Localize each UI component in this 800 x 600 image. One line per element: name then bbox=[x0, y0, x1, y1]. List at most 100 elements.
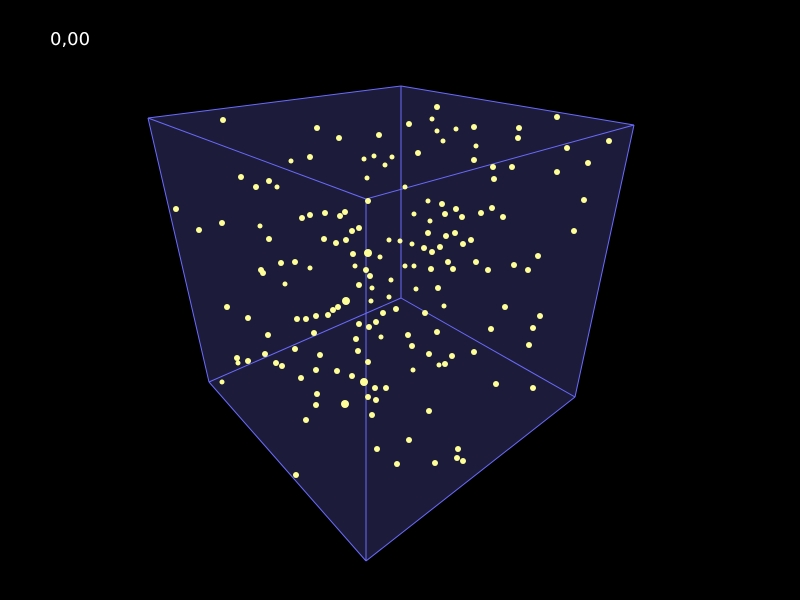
particle bbox=[415, 150, 421, 156]
particle bbox=[554, 114, 560, 120]
particle bbox=[311, 330, 317, 336]
particle bbox=[411, 211, 417, 217]
particle bbox=[516, 125, 522, 131]
particle bbox=[471, 157, 477, 163]
particle bbox=[429, 116, 435, 122]
particle bbox=[220, 117, 226, 123]
particle bbox=[581, 197, 587, 203]
particle bbox=[485, 267, 491, 273]
particle bbox=[394, 461, 400, 467]
cube-edge bbox=[147, 117, 367, 200]
particle bbox=[288, 158, 294, 164]
particle bbox=[471, 124, 477, 130]
particle bbox=[388, 277, 394, 283]
particle bbox=[373, 397, 379, 403]
particle bbox=[425, 230, 431, 236]
particle bbox=[313, 313, 319, 319]
particle bbox=[493, 381, 499, 387]
particle bbox=[406, 121, 412, 127]
particle bbox=[405, 332, 411, 338]
value-readout: 0,00 bbox=[50, 29, 91, 50]
particle bbox=[257, 223, 263, 229]
particle bbox=[282, 281, 288, 287]
particle bbox=[393, 306, 399, 312]
cube-edge bbox=[365, 124, 635, 200]
cube-edge bbox=[574, 124, 635, 398]
particle bbox=[441, 303, 447, 309]
particle bbox=[564, 145, 570, 151]
particle bbox=[491, 176, 497, 182]
cube-edge bbox=[400, 85, 635, 126]
particle bbox=[525, 267, 531, 273]
particle bbox=[260, 270, 266, 276]
particle bbox=[273, 360, 279, 366]
particle bbox=[372, 385, 378, 391]
particle bbox=[266, 178, 272, 184]
particle bbox=[445, 259, 451, 265]
particle bbox=[439, 201, 445, 207]
particle bbox=[509, 164, 515, 170]
particle bbox=[409, 343, 415, 349]
particle bbox=[317, 352, 323, 358]
particle bbox=[413, 286, 419, 292]
cube-edges bbox=[147, 85, 635, 562]
particle bbox=[422, 310, 428, 316]
particle bbox=[443, 233, 449, 239]
particle bbox=[537, 313, 543, 319]
particle bbox=[468, 237, 474, 243]
particle bbox=[500, 214, 506, 220]
particle bbox=[333, 240, 339, 246]
particle bbox=[473, 259, 479, 265]
particle bbox=[367, 273, 373, 279]
particle bbox=[376, 132, 382, 138]
particle bbox=[571, 228, 577, 234]
particle bbox=[453, 126, 459, 132]
cube-edge bbox=[208, 381, 367, 562]
particles bbox=[173, 104, 612, 478]
particle bbox=[442, 361, 448, 367]
particle bbox=[369, 412, 375, 418]
particle bbox=[434, 329, 440, 335]
particle bbox=[406, 437, 412, 443]
particle bbox=[490, 164, 496, 170]
particle bbox=[266, 236, 272, 242]
particle bbox=[435, 285, 441, 291]
particle bbox=[343, 237, 349, 243]
particle bbox=[314, 391, 320, 397]
particle bbox=[334, 368, 340, 374]
particle bbox=[313, 367, 319, 373]
particle bbox=[245, 315, 251, 321]
particle bbox=[437, 244, 443, 250]
particle bbox=[353, 336, 359, 342]
particle bbox=[303, 417, 309, 423]
particle bbox=[253, 184, 259, 190]
particle bbox=[265, 332, 271, 338]
particle bbox=[511, 262, 517, 268]
particle bbox=[389, 154, 395, 160]
particle bbox=[409, 241, 415, 247]
particle bbox=[429, 249, 435, 255]
particle bbox=[442, 211, 448, 217]
particle bbox=[585, 160, 591, 166]
particle bbox=[360, 378, 368, 386]
particle bbox=[471, 349, 477, 355]
particle bbox=[352, 263, 358, 269]
particle bbox=[374, 446, 380, 452]
particle bbox=[530, 325, 536, 331]
particle bbox=[366, 324, 372, 330]
particle bbox=[397, 238, 403, 244]
particle bbox=[373, 319, 379, 325]
particle bbox=[554, 169, 560, 175]
particle bbox=[436, 362, 442, 368]
particle bbox=[350, 251, 356, 257]
particle bbox=[341, 400, 349, 408]
particle bbox=[386, 237, 392, 243]
particle bbox=[450, 266, 456, 272]
particle bbox=[365, 198, 371, 204]
particle bbox=[307, 154, 313, 160]
particle bbox=[402, 263, 408, 269]
particle bbox=[322, 210, 328, 216]
particle bbox=[173, 206, 179, 212]
particle bbox=[453, 206, 459, 212]
